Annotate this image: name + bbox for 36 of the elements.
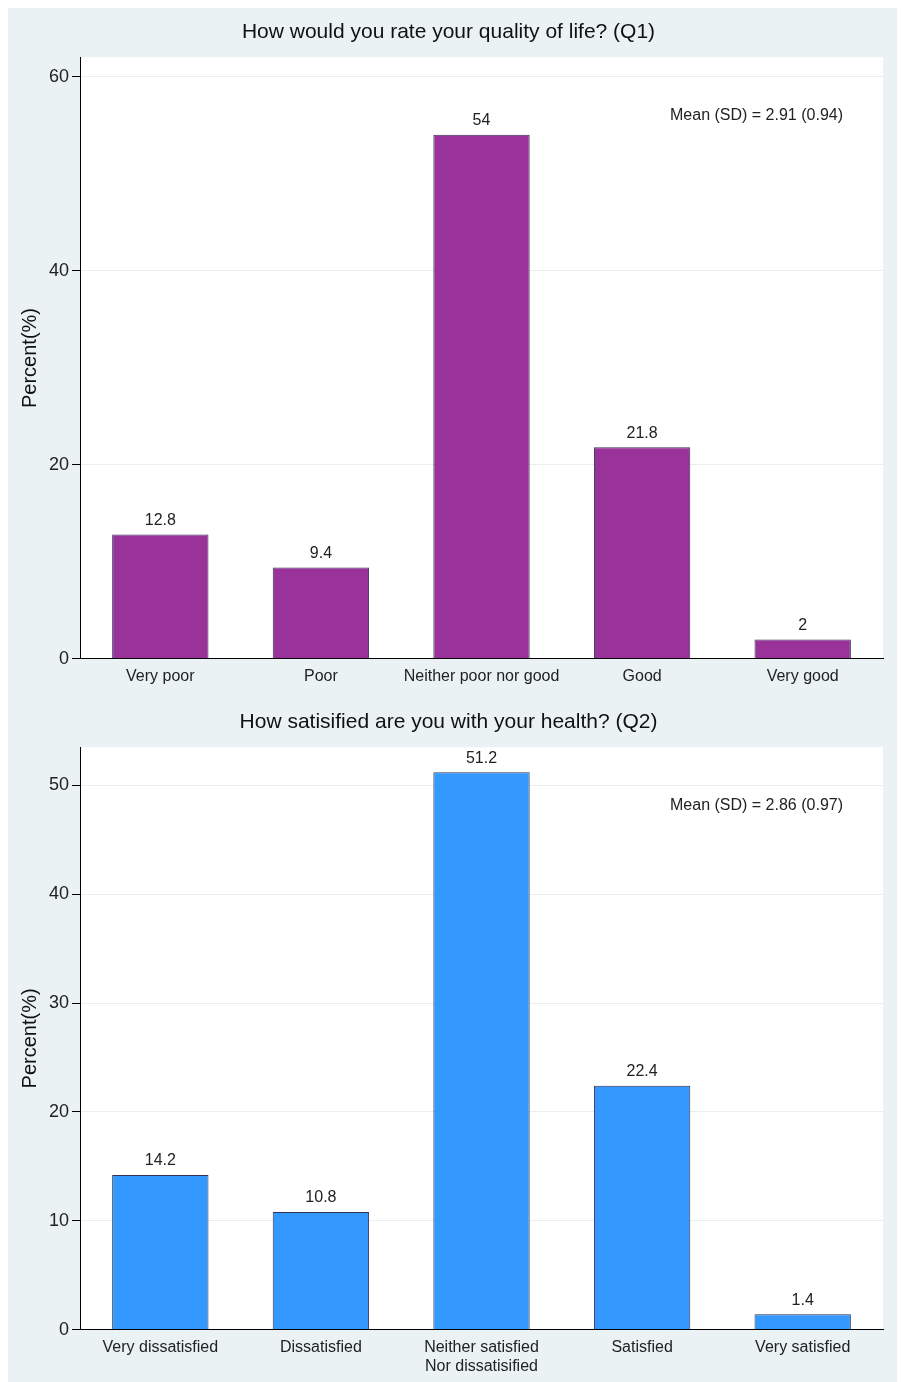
x-tick-label: Neither satisfied Nor dissatisified <box>424 1337 539 1374</box>
x-tick-label: Poor <box>304 666 339 684</box>
data-label: 21.8 <box>626 423 658 441</box>
chart-title: How satisified are you with your health? (Q2) <box>239 709 658 733</box>
y-axis-title: Percent(%) <box>17 988 40 1089</box>
data-label: 51.2 <box>465 748 498 766</box>
y-axis-title: Percent(%) <box>17 307 40 409</box>
x-tick-label: Neither poor nor good <box>403 666 560 684</box>
y-tick-label: 30 <box>48 991 70 1012</box>
annotation: Mean (SD) = 2.86 (0.97) <box>670 795 843 813</box>
x-tick-label: Very satisfied <box>755 1337 851 1355</box>
data-label: 14.2 <box>144 1151 176 1169</box>
y-tick-label: 60 <box>48 65 70 86</box>
annotation: Mean (SD) = 2.91 (0.94) <box>670 105 843 123</box>
x-tick-label: Satisfied <box>611 1337 673 1355</box>
x-tick-label: Very good <box>766 666 839 684</box>
y-tick-label: 0 <box>59 647 70 668</box>
x-tick-label: Very poor <box>126 666 196 684</box>
data-label: 22.4 <box>626 1062 658 1080</box>
y-tick-label: 40 <box>48 883 70 904</box>
chart-title: How would you rate your quality of life? (Q1) <box>241 19 656 43</box>
data-label: 12.8 <box>144 511 176 528</box>
y-tick-label: 10 <box>48 1209 70 1230</box>
data-label: 54 <box>472 111 491 129</box>
x-tick-label: Good <box>622 666 662 684</box>
data-label: 10.8 <box>305 1188 337 1206</box>
y-tick-label: 0 <box>59 1318 70 1339</box>
y-tick-label: 50 <box>48 774 70 795</box>
x-tick-label: Very dissatisfied <box>102 1337 219 1355</box>
data-label: 9.4 <box>309 544 333 561</box>
x-tick-label: Dissatisfied <box>280 1337 362 1355</box>
y-tick-label: 20 <box>48 453 70 474</box>
y-tick-label: 20 <box>48 1100 70 1121</box>
data-label: 1.4 <box>791 1290 814 1308</box>
data-label: 2 <box>798 615 808 633</box>
y-tick-label: 40 <box>48 259 70 280</box>
